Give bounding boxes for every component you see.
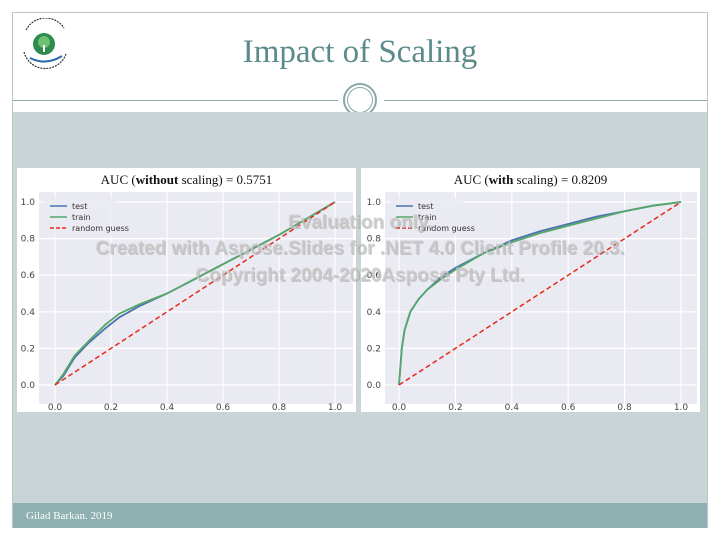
y-tick-label: 0.4 [21, 308, 36, 318]
y-tick-label: 0.8 [367, 235, 382, 245]
x-tick-label: 1.0 [674, 403, 689, 412]
footer-text: Gilad Barkan. 2019 [26, 510, 113, 522]
legend-box [391, 198, 463, 236]
divider-ornament-core [347, 87, 373, 113]
chart-title: AUC (without scaling) = 0.5751 [100, 172, 273, 187]
slide-title: Impact of Scaling [242, 34, 478, 70]
x-tick-label: 0.8 [617, 403, 632, 412]
ruppin-logo [23, 18, 67, 70]
x-tick-label: 0.6 [561, 403, 576, 412]
watermark-line-2: Created with Aspose.Slides for .NET 4.0 … [95, 238, 625, 259]
y-tick-label: 0.6 [21, 271, 36, 281]
legend-box [45, 198, 117, 236]
roc-chart-with-scaling: 0.0 0.2 0.4 0.6 0.8 1.0 0.0 0.2 0.4 0.6 0.8 1.0 test… [367, 192, 697, 412]
series-line-random-guess [398, 201, 682, 386]
y-tick-label: 0.0 [367, 381, 382, 391]
watermark-line-1: Evaluation only. [287, 212, 433, 233]
y-tick-label: 0.2 [21, 344, 35, 354]
legend-label: train [418, 213, 437, 222]
x-tick-label: 0.0 [392, 403, 407, 412]
legend-label: test [418, 202, 433, 211]
chart-title: AUC (with scaling) = 0.8209 [453, 172, 608, 187]
y-tick-label: 1.0 [367, 198, 382, 208]
x-tick-label: 0.4 [505, 403, 520, 412]
y-tick-label: 0.2 [367, 344, 381, 354]
slide-footer [13, 503, 707, 528]
x-tick-label: 0.6 [216, 403, 231, 412]
chart-panel-with-scaling: AUC (with scaling) = 0.8209 0.0 0.2 0.4 0.6… [361, 168, 700, 412]
watermark-line-3: Copyright 2004-2020Aspose Pty Ltd. [195, 265, 525, 286]
series-line-train [54, 201, 336, 386]
x-tick-label: 0.4 [160, 403, 175, 412]
x-tick-label: 0.2 [104, 403, 118, 412]
legend-label: random guess [418, 224, 475, 233]
y-tick-label: 0.6 [367, 271, 382, 281]
y-tick-label: 0.4 [367, 308, 382, 318]
legend-label: random guess [72, 224, 129, 233]
y-tick-label: 1.0 [21, 198, 36, 208]
x-tick-label: 1.0 [328, 403, 343, 412]
x-tick-label: 0.2 [448, 403, 462, 412]
y-tick-label: 0.0 [21, 381, 36, 391]
legend-label: test [72, 202, 87, 211]
legend-label: train [72, 213, 91, 222]
series-line-train [398, 201, 682, 386]
header-divider-right [384, 100, 707, 101]
x-tick-label: 0.0 [48, 403, 63, 412]
x-tick-label: 0.8 [272, 403, 287, 412]
chart-panel-without-scaling: AUC (without scaling) = 0.5751 0.0 0.2 0.4… [17, 168, 356, 412]
header-divider-left [13, 100, 338, 101]
y-tick-label: 0.8 [21, 235, 36, 245]
roc-chart-without-scaling: 0.0 0.2 0.4 0.6 0.8 1.0 0.0 0.2 0.4 0.6 0.8 1.0 test… [21, 192, 353, 412]
